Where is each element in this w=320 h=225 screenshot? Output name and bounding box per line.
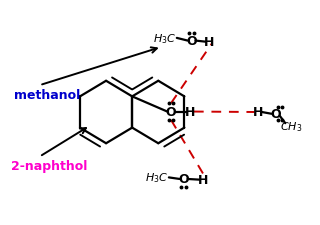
Text: O: O <box>270 108 281 121</box>
Text: H: H <box>204 36 214 49</box>
Text: $H_3C$: $H_3C$ <box>153 32 176 46</box>
Text: $CH_3$: $CH_3$ <box>280 120 303 134</box>
Text: O: O <box>166 106 176 119</box>
Text: H: H <box>185 106 195 119</box>
Text: methanol: methanol <box>14 88 80 101</box>
Text: 2-naphthol: 2-naphthol <box>11 159 87 172</box>
Text: $H_3C$: $H_3C$ <box>145 171 169 184</box>
Text: O: O <box>187 35 197 48</box>
Text: O: O <box>179 173 189 186</box>
Text: H: H <box>198 173 208 186</box>
Text: H: H <box>253 106 264 119</box>
